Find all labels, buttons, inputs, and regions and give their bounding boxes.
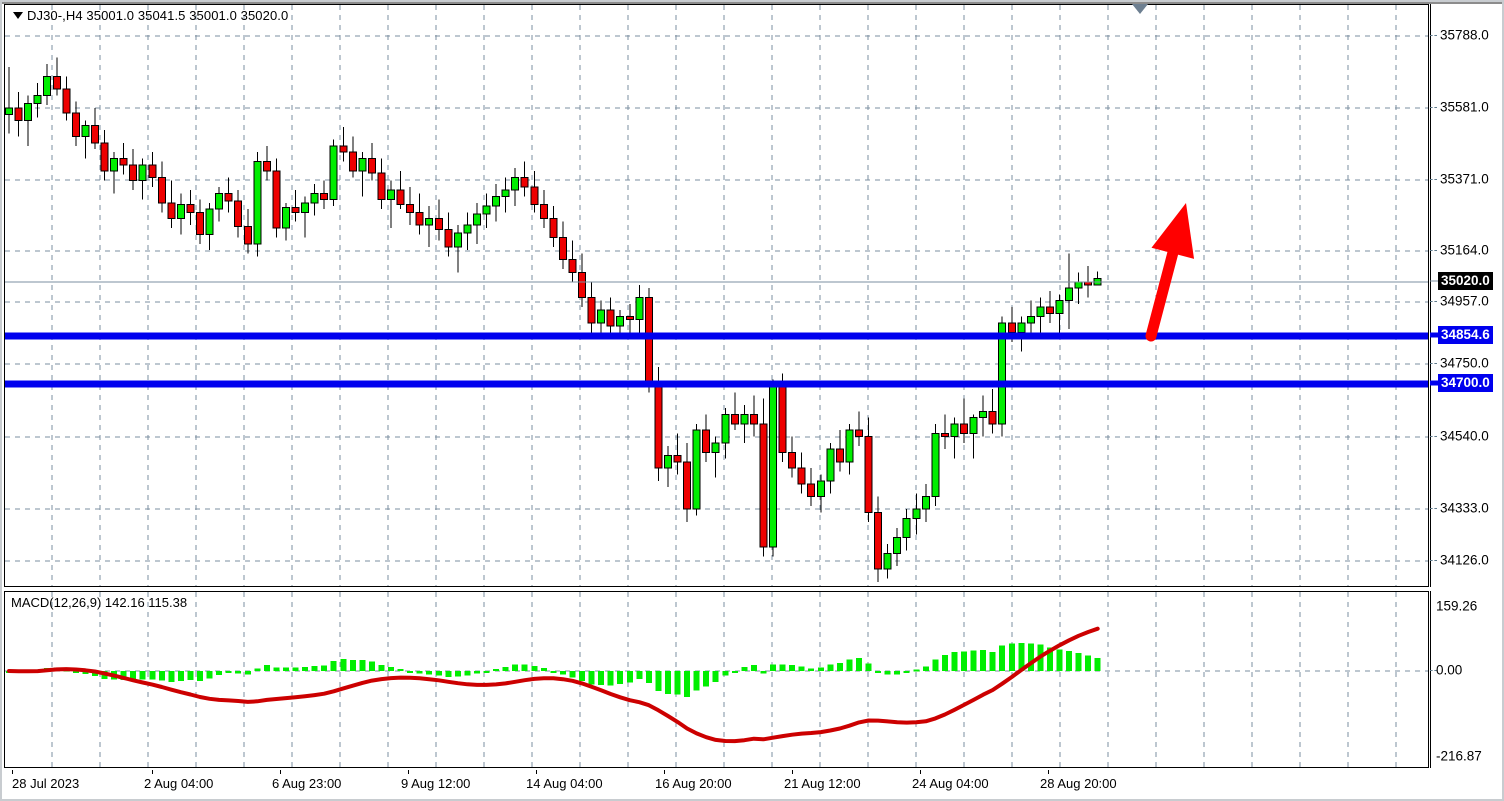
price-level-label[interactable]: 34854.6 xyxy=(1438,326,1493,344)
macd-indicator-panel[interactable]: MACD(12,26,9) 142.16 115.38 xyxy=(4,591,1429,768)
time-axis-label: 28 Aug 20:00 xyxy=(1040,776,1117,791)
macd-axis-label: -216.87 xyxy=(1436,748,1482,764)
price-level-label[interactable]: 34700.0 xyxy=(1438,374,1493,392)
time-axis-label: 2 Aug 04:00 xyxy=(144,776,214,791)
time-axis-tick xyxy=(920,770,921,774)
price-scale-tick xyxy=(1430,179,1437,180)
level-scale-tick xyxy=(1430,380,1438,386)
price-scale-tick xyxy=(1430,560,1437,561)
macd-chart-canvas xyxy=(5,592,1428,767)
time-axis-tick xyxy=(664,770,665,774)
price-axis-label: 35581.0 xyxy=(1440,99,1489,115)
time-axis-tick xyxy=(12,770,13,774)
time-axis-tick xyxy=(408,770,409,774)
trend-arrow-annotation xyxy=(1145,203,1195,342)
macd-axis-label: 0.00 xyxy=(1436,662,1463,678)
time-axis-tick xyxy=(536,770,537,774)
time-axis-label: 9 Aug 12:00 xyxy=(401,776,471,791)
time-axis-tick xyxy=(1048,770,1049,774)
price-scale[interactable]: 35788.0 35581.0 35371.0 35164.0 35020.0 34957… xyxy=(1430,4,1502,587)
price-axis-label: 34957.0 xyxy=(1440,293,1489,309)
price-chart-panel[interactable]: DJ30-,H4 35001.0 35041.5 35001.0 35020.0 xyxy=(4,4,1429,587)
price-panel-header-text: DJ30-,H4 35001.0 35041.5 35001.0 35020.0 xyxy=(27,8,289,23)
price-scale-tick xyxy=(1430,436,1437,437)
price-axis-label: 34750.0 xyxy=(1440,355,1489,371)
macd-scale-border xyxy=(1430,591,1431,768)
price-axis-label: 35371.0 xyxy=(1440,171,1489,187)
time-axis-tick xyxy=(152,770,153,774)
time-axis[interactable]: 28 Jul 2023 2 Aug 04:00 6 Aug 23:00 9 Aug 1… xyxy=(4,769,1429,799)
chart-shift-triangle-icon[interactable] xyxy=(1132,4,1148,14)
time-axis-label: 6 Aug 23:00 xyxy=(272,776,342,791)
level-scale-tick xyxy=(1430,332,1438,338)
current-price-label[interactable]: 35020.0 xyxy=(1438,272,1493,290)
price-axis-label: 34333.0 xyxy=(1440,500,1489,516)
price-axis-label: 34540.0 xyxy=(1440,428,1489,444)
price-scale-tick xyxy=(1430,250,1437,251)
price-scale-tick xyxy=(1430,107,1437,108)
time-axis-tick xyxy=(792,770,793,774)
price-panel-header: DJ30-,H4 35001.0 35041.5 35001.0 35020.0 xyxy=(13,8,288,23)
price-scale-tick xyxy=(1430,508,1437,509)
price-scale-tick xyxy=(1430,301,1437,302)
macd-scale-tick xyxy=(1430,670,1437,671)
triangle-down-icon[interactable] xyxy=(13,12,23,20)
time-axis-label: 28 Jul 2023 xyxy=(12,776,80,791)
price-axis-label: 35788.0 xyxy=(1440,27,1489,43)
macd-axis-label: 159.26 xyxy=(1436,598,1478,614)
price-scale-tick xyxy=(1430,35,1437,36)
current-price-scale-tick xyxy=(1430,280,1438,282)
time-axis-label: 21 Aug 12:00 xyxy=(784,776,861,791)
time-axis-label: 24 Aug 04:00 xyxy=(912,776,989,791)
price-chart-canvas xyxy=(5,5,1428,586)
price-axis-label: 35164.0 xyxy=(1440,242,1489,258)
macd-panel-header: MACD(12,26,9) 142.16 115.38 xyxy=(11,595,188,610)
time-axis-label: 16 Aug 20:00 xyxy=(655,776,732,791)
time-axis-tick xyxy=(280,770,281,774)
price-axis-label: 34126.0 xyxy=(1440,552,1489,568)
macd-scale[interactable]: 159.26 0.00 -216.87 xyxy=(1430,591,1502,768)
time-axis-label: 14 Aug 04:00 xyxy=(526,776,603,791)
price-scale-tick xyxy=(1430,363,1437,364)
price-scale-border xyxy=(1430,4,1431,587)
title-bar-divider xyxy=(2,2,1502,4)
